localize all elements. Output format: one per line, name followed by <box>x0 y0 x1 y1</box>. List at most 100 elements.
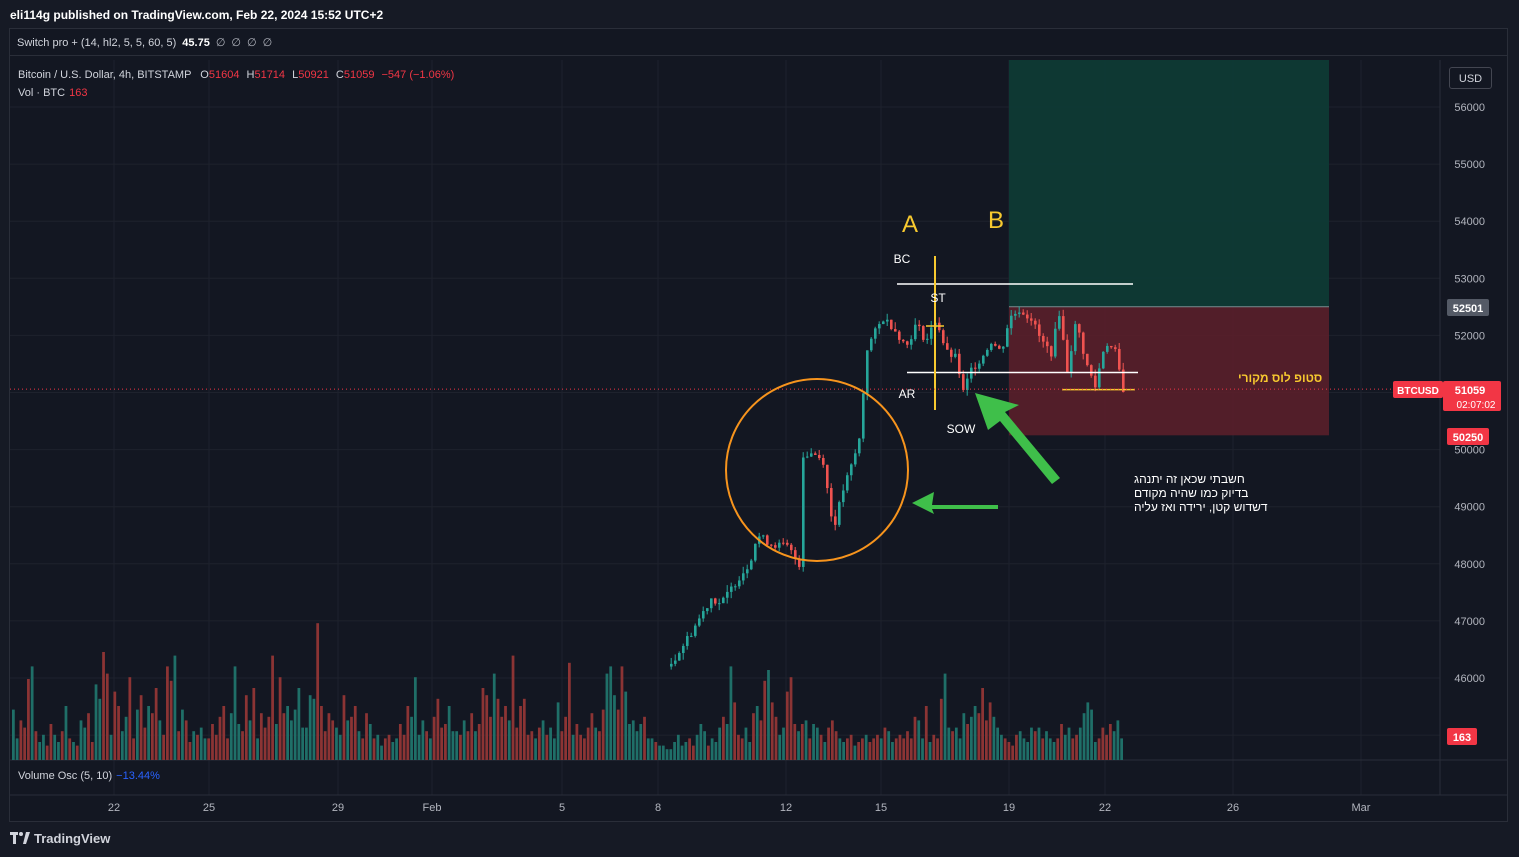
candle-body <box>974 367 977 369</box>
symbol-legend: Bitcoin / U.S. Dollar, 4h, BITSTAMP O516… <box>18 69 454 81</box>
volume-bar <box>879 738 883 760</box>
volume-bar <box>639 724 643 760</box>
volume-bar <box>631 720 635 760</box>
volume-bar <box>1056 738 1060 760</box>
volume-bar <box>849 734 853 760</box>
footer-brand-text: TradingView <box>34 831 111 846</box>
volume-bar <box>583 738 586 760</box>
note-line: בדיוק כמו שהיה מקודם <box>1134 486 1248 500</box>
candle-body <box>890 319 893 330</box>
volume-bar <box>763 680 767 760</box>
volume-bar <box>338 734 342 760</box>
volume-bar <box>718 727 722 760</box>
candle-body <box>910 339 913 345</box>
volume-bar <box>834 731 838 760</box>
volume-bar <box>244 695 248 760</box>
candle-body <box>990 343 993 350</box>
volume-bar <box>222 706 226 760</box>
volume-bar <box>451 731 455 760</box>
volume-bar <box>105 673 109 760</box>
volume-bar <box>203 738 207 760</box>
candle-body <box>786 542 789 545</box>
volume-bar <box>1078 727 1082 760</box>
volume-bar <box>868 742 872 760</box>
volume-bar <box>90 742 94 760</box>
volume-bar <box>274 724 278 760</box>
oscillator-value: −13.44% <box>116 770 160 782</box>
volume-bar <box>1030 727 1033 760</box>
volume-bar <box>147 706 150 760</box>
volume-bar <box>1000 734 1003 760</box>
volume-bar <box>560 731 564 760</box>
volume-bar <box>297 688 301 760</box>
volume-bar <box>575 724 579 760</box>
volume-bar <box>815 727 819 760</box>
volume-bar <box>1097 738 1101 760</box>
volume-label[interactable]: Vol · BTC <box>18 87 66 99</box>
candle-body <box>914 324 917 340</box>
volume-bar <box>271 655 274 760</box>
volume-bar <box>1037 727 1041 760</box>
volume-bar <box>27 679 30 760</box>
volume-bar <box>1007 742 1011 760</box>
oscillator-name[interactable]: Volume Osc (5, 10) <box>18 770 113 782</box>
volume-bar <box>406 706 410 760</box>
candle-body <box>822 457 825 465</box>
volume-bar <box>169 680 173 760</box>
indicator-name[interactable]: Switch pro + (14, hl2, 5, 5, 60, 5) <box>17 37 177 49</box>
price-tick-label: 54000 <box>1454 216 1485 228</box>
volume-bar <box>673 742 676 760</box>
volume-bar <box>361 738 365 760</box>
published-header: eli114g published on TradingView.com, Fe… <box>10 8 384 22</box>
volume-bar <box>496 698 500 760</box>
volume-bar <box>549 727 552 760</box>
volume-bar <box>429 738 432 760</box>
volume-bar <box>353 706 357 760</box>
open-value: 51604 <box>208 69 240 81</box>
candle-body <box>774 545 777 548</box>
volume-bar <box>669 749 673 760</box>
symbol-name[interactable]: Bitcoin / U.S. Dollar, 4h, BITSTAMP <box>18 69 192 81</box>
currency-button[interactable]: USD <box>1449 67 1492 89</box>
volume-bar <box>902 738 906 760</box>
price-tick-label: 56000 <box>1454 102 1485 114</box>
volume-bar <box>511 655 515 760</box>
footer-brand[interactable]: TradingView <box>10 831 110 846</box>
volume-bar <box>688 738 691 760</box>
countdown-text: 02:07:02 <box>1457 400 1496 411</box>
volume-bar <box>853 745 857 760</box>
candle-body <box>1106 345 1109 352</box>
time-tick-label: 5 <box>559 802 565 814</box>
candle-body <box>870 338 873 351</box>
candle-body <box>706 608 709 612</box>
candle-body <box>862 393 865 439</box>
candle-body <box>806 456 809 458</box>
volume-bar <box>395 738 398 760</box>
volume-bar <box>714 742 718 760</box>
candle-body <box>834 516 837 525</box>
volume-bar <box>883 727 887 760</box>
volume-bar <box>665 749 669 760</box>
candle-body <box>1098 368 1101 388</box>
candle-body <box>1006 328 1009 347</box>
candle-body <box>826 464 829 489</box>
candle-body <box>866 350 869 394</box>
volume-bar <box>680 745 684 760</box>
candle-body <box>798 558 801 567</box>
volume-bar <box>492 673 496 760</box>
volume-bar <box>1108 724 1112 760</box>
volume-bar <box>477 724 481 760</box>
candle-body <box>1102 351 1105 369</box>
candle-body <box>682 645 685 654</box>
volume-bar <box>545 734 549 760</box>
volume-bar <box>605 673 609 760</box>
volume-bar <box>143 727 147 760</box>
candle-body <box>1030 318 1033 321</box>
candle-body <box>1046 341 1049 347</box>
last-price-text: 51059 <box>1455 385 1486 397</box>
volume-bar <box>906 731 909 760</box>
volume-bar <box>229 713 233 760</box>
candle-body <box>1014 313 1017 316</box>
candle-body <box>978 363 981 369</box>
